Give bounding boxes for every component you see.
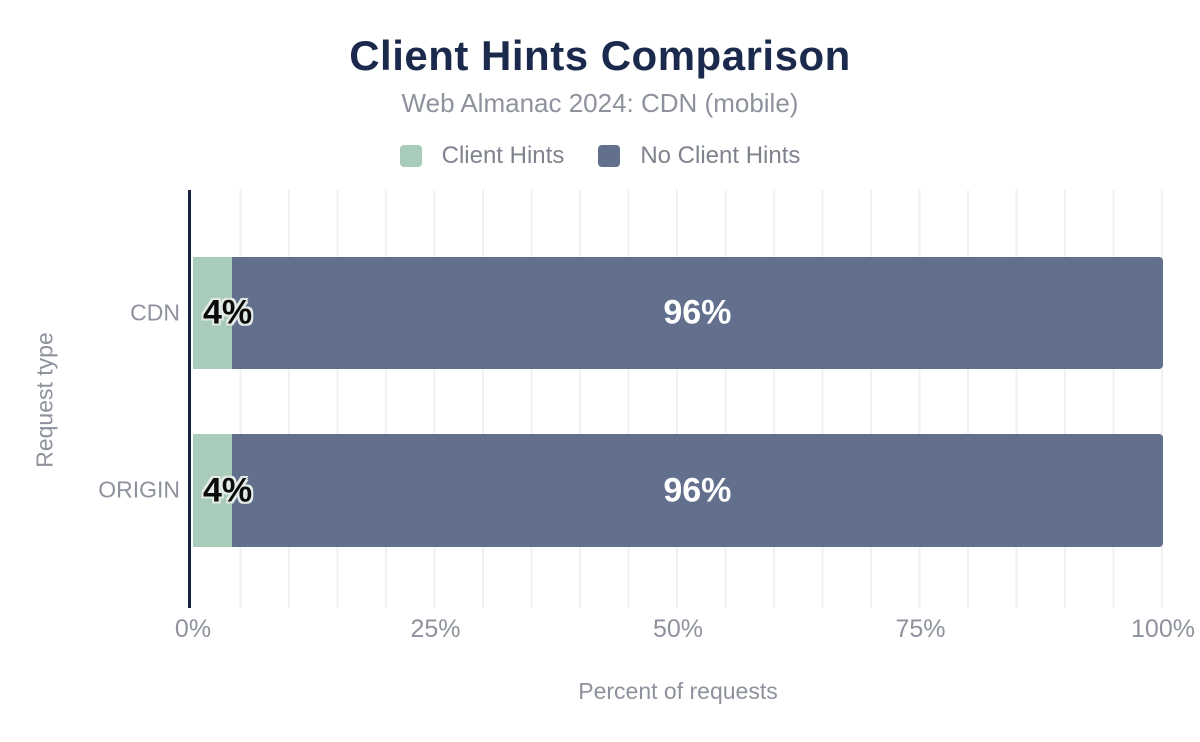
bar-value-label: 96%	[663, 471, 732, 509]
y-axis-title: Request type	[31, 332, 58, 468]
bar-value-label: 4%	[203, 471, 253, 509]
bar-segment-client-hints[interactable]	[193, 257, 232, 369]
chart-title: Client Hints Comparison	[349, 32, 851, 79]
bar-segment-client-hints[interactable]	[193, 434, 232, 547]
no-client-hints-swatch-icon	[598, 145, 621, 167]
legend-label: No Client Hints	[640, 142, 801, 169]
bar-value-label: 4%	[203, 293, 253, 332]
x-tick-label: 75%	[895, 615, 946, 643]
x-tick-label: 50%	[652, 615, 704, 643]
legend: Client Hints No Client Hints	[0, 142, 1200, 170]
bar-origin[interactable]: 4% 96%	[193, 434, 1163, 547]
client-hints-swatch-icon	[399, 145, 422, 167]
legend-item-no-client-hints[interactable]: No Client Hints	[598, 142, 800, 170]
x-tick-label: 25%	[410, 615, 461, 643]
x-tick-label: 100%	[1131, 615, 1195, 643]
plot-area: 4% 96% 4% 96%	[188, 190, 1163, 608]
x-tick-label: 0%	[174, 615, 212, 643]
category-label-cdn: CDN	[130, 299, 180, 326]
bar-value-label: 96%	[663, 293, 732, 332]
bar-cdn[interactable]: 4% 96%	[193, 257, 1163, 369]
x-axis-ticks: 0% 25% 50% 75% 100%	[175, 615, 1195, 645]
chart-subtitle: Web Almanac 2024: CDN (mobile)	[401, 88, 799, 118]
x-axis-title: Percent of requests	[578, 678, 778, 704]
category-label-origin: ORIGIN	[98, 476, 180, 503]
bar-segment-no-client-hints[interactable]	[231, 434, 1163, 547]
y-axis-line	[188, 190, 191, 608]
legend-label: Client Hints	[441, 142, 565, 169]
legend-item-client-hints[interactable]: Client Hints	[399, 142, 565, 170]
bar-segment-no-client-hints[interactable]	[231, 257, 1163, 369]
